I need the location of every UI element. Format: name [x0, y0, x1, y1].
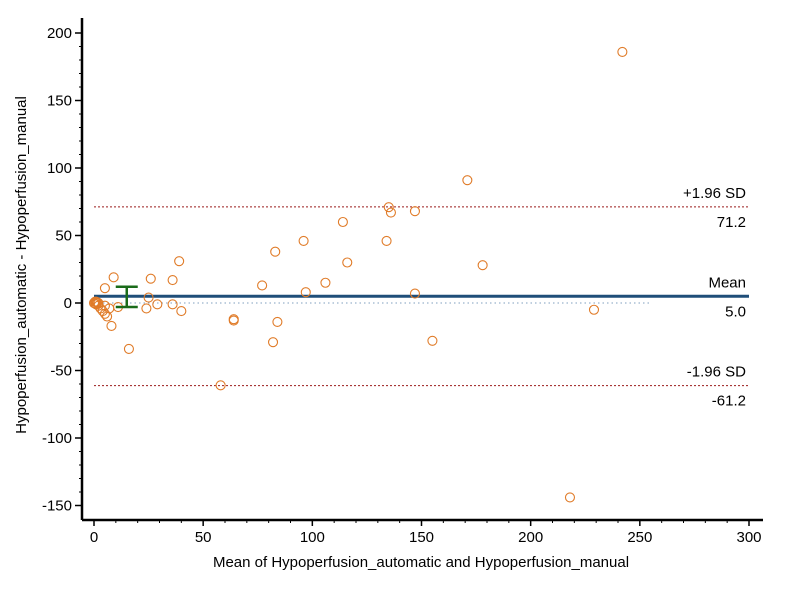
data-point	[298, 235, 309, 246]
data-point	[462, 175, 473, 186]
data-point	[106, 320, 117, 332]
data-point	[617, 46, 628, 57]
data-point	[145, 273, 156, 284]
reference-line-label: +1.96 SD	[683, 185, 746, 202]
data-point	[143, 292, 154, 303]
data-point	[337, 216, 348, 228]
data-point	[99, 283, 110, 294]
data-point	[167, 299, 178, 310]
data-point	[267, 337, 279, 348]
y-tick-label: 100	[47, 160, 72, 177]
data-point	[300, 287, 311, 298]
data-point	[123, 343, 134, 354]
data-point	[320, 277, 331, 288]
y-tick-label: -100	[42, 430, 72, 447]
data-point	[93, 297, 104, 309]
data-point	[381, 235, 392, 246]
data-point	[385, 207, 396, 218]
data-point	[409, 288, 421, 299]
data-point	[167, 274, 178, 286]
data-point	[270, 246, 281, 257]
data-point	[588, 304, 600, 315]
data-point	[228, 315, 239, 326]
data-point	[477, 260, 488, 271]
data-point	[342, 257, 353, 268]
x-tick-label: 100	[300, 529, 325, 546]
data-point	[409, 206, 421, 217]
data-point	[564, 492, 576, 503]
plot-layer: +1.96 SD 71.2 Mean 5.0 -1.96 SD -61.2	[88, 46, 749, 503]
y-tick-label: -150	[42, 498, 72, 515]
reference-line-value: 5.0	[725, 303, 746, 320]
x-tick-label: 0	[90, 529, 98, 546]
x-tick-label: 300	[736, 529, 761, 546]
data-point	[272, 316, 283, 327]
data-point	[427, 335, 438, 346]
data-point	[152, 299, 163, 310]
reference-line-label: Mean	[708, 274, 746, 291]
data-point	[215, 380, 226, 391]
y-axis-title: Hypoperfusion_automatic - Hypoperfusion_…	[13, 96, 30, 434]
x-tick-label: 150	[409, 529, 434, 546]
y-tick-label: 0	[64, 295, 72, 312]
x-tick-label: 200	[518, 529, 543, 546]
reference-line-value: -61.2	[712, 393, 746, 410]
x-tick-label: 50	[195, 529, 212, 546]
reference-line-label: -1.96 SD	[687, 364, 746, 381]
axes-layer: 0 50 100 150 200 250 300 -150 -100 -50 0 50 100 150 20…	[42, 18, 763, 546]
data-point	[176, 306, 187, 317]
x-tick-label: 250	[627, 529, 652, 546]
y-tick-label: 50	[55, 228, 72, 245]
data-point	[174, 256, 185, 267]
x-axis-title: Mean of Hypoperfusion_automatic and Hypo…	[213, 554, 629, 571]
data-point	[108, 272, 119, 283]
reference-line-value: 71.2	[717, 214, 746, 231]
y-tick-label: 150	[47, 93, 72, 110]
data-point	[257, 280, 268, 291]
y-tick-label: -50	[50, 363, 72, 380]
data-point	[383, 202, 394, 213]
y-tick-label: 200	[47, 25, 72, 42]
data-point	[141, 303, 152, 314]
